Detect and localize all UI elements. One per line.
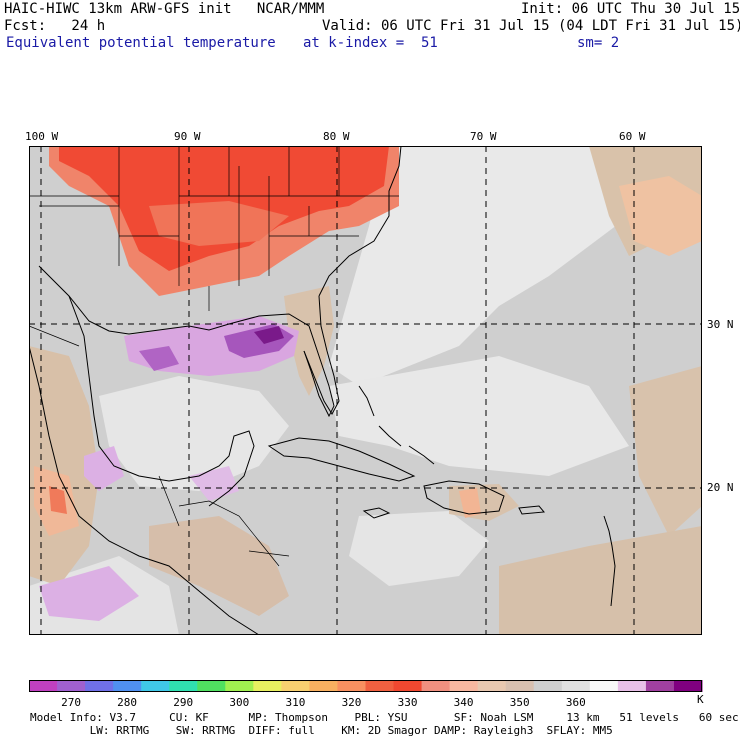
colorbar-frame: [29, 680, 702, 692]
colorbar-swatch: [561, 680, 591, 692]
colorbar-swatch: [505, 680, 535, 692]
tan-florida: [284, 286, 334, 396]
colorbar-tick-label: 320: [342, 696, 362, 709]
theta-e-map: [29, 146, 702, 635]
puerto-rico: [518, 505, 545, 515]
purple-gulf-west: [139, 346, 179, 371]
lon-label-100w: 100 W: [25, 130, 59, 143]
colorbar-tick-label: 290: [173, 696, 193, 709]
tan-east-2: [629, 366, 702, 536]
bahamas: [358, 385, 435, 465]
colorbar-swatch: [85, 680, 114, 692]
florida: [303, 295, 340, 416]
colorbar-swatch: [57, 680, 86, 692]
field-smoothing: sm= 2: [577, 35, 620, 51]
light-caribbean: [349, 511, 489, 586]
coastlines: [29, 146, 616, 635]
colorbar-swatch: [281, 680, 310, 692]
tan-central-america: [149, 516, 289, 616]
colorbar-swatch: [645, 680, 675, 692]
footer-model-info: Model Info: V3.7 CU: KF MP: Thompson PBL…: [30, 711, 739, 724]
colorbar: 270 280 290 300 310 320 330 340 350 360: [29, 680, 703, 709]
jamaica: [362, 507, 391, 519]
lon-label-70w: 70 W: [470, 130, 497, 143]
header-valid-time: Valid: 06 UTC Fri 31 Jul 15 (04 LDT Fri …: [322, 18, 740, 34]
lon-label-80w: 80 W: [323, 130, 350, 143]
state-borders: [29, 146, 399, 567]
colorbar-swatch: [253, 680, 282, 692]
header-forecast-hour: Fcst: 24 h: [4, 18, 106, 34]
colorbar-swatch: [169, 680, 198, 692]
colorbar-swatch: [197, 680, 226, 692]
header-init-time: Init: 06 UTC Thu 30 Jul 15: [521, 1, 740, 17]
colorbar-tick-label: 330: [398, 696, 418, 709]
light-atlantic-south: [329, 356, 629, 476]
lat-lon-grid: [29, 146, 702, 635]
colorbar-swatch: [533, 680, 563, 692]
lavender-pacific: [39, 566, 139, 621]
lat-label-30n: 30 N: [707, 318, 734, 331]
colorbar-tick-label: 270: [61, 696, 81, 709]
colorbar-swatch: [617, 680, 647, 692]
colorbar-swatch: [673, 680, 703, 692]
colorbar-swatch: [365, 680, 395, 692]
lesser-antilles: [603, 515, 616, 607]
us-gulf-coast: [38, 265, 335, 418]
field-level: at k-index = 51: [303, 35, 438, 51]
colorbar-swatch: [29, 680, 58, 692]
colorbar-swatch: [337, 680, 366, 692]
footer-model-physics: LW: RRTMG SW: RRTMG DIFF: full KM: 2D Sm…: [30, 724, 613, 737]
colorbar-tick-label: 360: [566, 696, 586, 709]
colorbar-unit: K: [697, 693, 704, 706]
header-model-title: HAIC-HIWC 13km ARW-GFS init NCAR/MMM: [4, 1, 325, 17]
map-frame: [29, 146, 702, 635]
light-gulf: [99, 376, 289, 491]
lavender-bay-campeche: [84, 446, 124, 491]
mexico-pacific-coast: [29, 345, 260, 635]
colorbar-swatch: [477, 680, 507, 692]
colorbar-tick-label: 350: [510, 696, 530, 709]
colorbar-swatch: [589, 680, 619, 692]
peach-hispaniola: [459, 488, 481, 518]
salmon-mexico: [49, 486, 67, 514]
colorbar-swatch: [393, 680, 423, 692]
mexico-gulf-coast: [68, 295, 255, 507]
colorbar-swatch: [141, 680, 170, 692]
salmon-core: [149, 201, 289, 246]
colorbar-tick-label: 280: [117, 696, 137, 709]
colorbar-tick-label: 310: [285, 696, 305, 709]
colorbar-swatch: [225, 680, 254, 692]
lon-label-90w: 90 W: [174, 130, 201, 143]
cuba: [267, 437, 416, 482]
lat-label-20n: 20 N: [707, 481, 734, 494]
peach-east: [619, 176, 702, 256]
tan-southeast: [499, 526, 702, 635]
us-atlantic-coast: [318, 146, 402, 297]
colorbar-swatch: [113, 680, 142, 692]
colorbar-swatch: [449, 680, 479, 692]
dark-purple-gulf: [254, 326, 284, 344]
colorbar-swatch: [421, 680, 451, 692]
colorbar-swatch: [309, 680, 338, 692]
colorbar-tick-label: 340: [454, 696, 474, 709]
colorbar-tick-label: 300: [229, 696, 249, 709]
hispaniola: [423, 480, 505, 515]
lon-label-60w: 60 W: [619, 130, 646, 143]
field-name: Equivalent potential temperature: [6, 35, 276, 51]
